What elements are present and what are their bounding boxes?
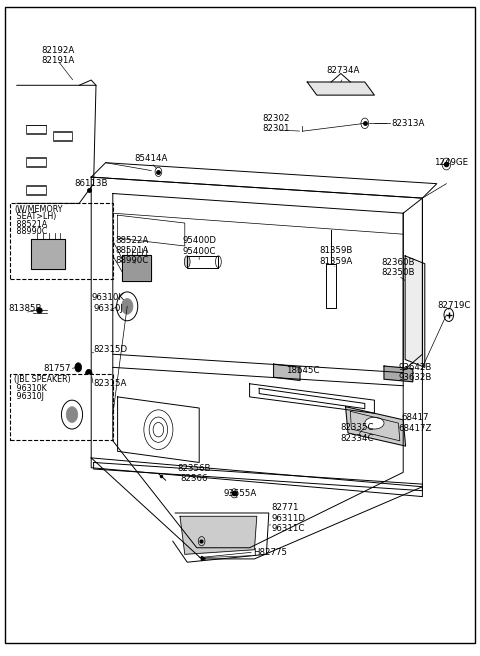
Polygon shape [384, 366, 413, 382]
Text: 96310K: 96310K [14, 384, 47, 393]
Bar [26, 125, 46, 133]
Polygon shape [274, 364, 300, 380]
Circle shape [65, 407, 77, 422]
Text: 88521A: 88521A [14, 220, 48, 229]
Bar [26, 158, 46, 166]
Bar [53, 132, 72, 140]
Circle shape [66, 407, 78, 422]
Text: 82719C: 82719C [437, 300, 470, 310]
Text: 68417
68417Z: 68417 68417Z [398, 413, 432, 433]
Polygon shape [180, 516, 257, 554]
Polygon shape [307, 82, 374, 95]
Circle shape [75, 363, 82, 372]
Text: (JBL SPEAKER): (JBL SPEAKER) [14, 375, 71, 384]
Text: 81359B
81359A: 81359B 81359A [319, 246, 353, 266]
Text: 96310J: 96310J [14, 392, 44, 401]
Text: 93555A: 93555A [223, 489, 257, 498]
Text: 93642B
93632B: 93642B 93632B [398, 363, 432, 382]
Polygon shape [122, 255, 151, 281]
Text: 82356B
82366: 82356B 82366 [178, 464, 211, 483]
Text: 96310K
96310J: 96310K 96310J [92, 293, 124, 313]
Text: 88990C: 88990C [14, 227, 48, 236]
Text: 82360B
82350B: 82360B 82350B [382, 258, 415, 277]
Text: 81757: 81757 [44, 364, 72, 373]
Text: SEAT>LH): SEAT>LH) [14, 212, 57, 221]
Text: 82335C
82334C: 82335C 82334C [341, 423, 374, 443]
Text: 1249GE: 1249GE [434, 158, 468, 167]
Text: 85414A: 85414A [134, 154, 168, 163]
Polygon shape [31, 239, 65, 269]
Ellipse shape [365, 417, 384, 429]
Polygon shape [405, 256, 425, 367]
Text: 82192A
82191A: 82192A 82191A [41, 46, 74, 66]
Bar [10, 374, 113, 440]
Text: 82302
82301: 82302 82301 [262, 113, 290, 133]
Bar [10, 203, 113, 279]
Text: 82734A: 82734A [326, 66, 360, 75]
Text: 95400D
95400C: 95400D 95400C [182, 236, 216, 256]
Text: 82313A: 82313A [391, 119, 425, 128]
Polygon shape [346, 407, 406, 446]
Text: (W/MEMORY: (W/MEMORY [14, 205, 63, 215]
Text: 81385B: 81385B [8, 304, 42, 313]
Ellipse shape [216, 256, 221, 268]
Text: 82771
96311D
96311C: 82771 96311D 96311C [271, 503, 305, 533]
Text: 18645C: 18645C [286, 366, 319, 375]
Ellipse shape [184, 256, 190, 268]
Circle shape [85, 369, 92, 379]
Circle shape [121, 298, 133, 314]
Text: 82315A: 82315A [94, 379, 127, 388]
Text: H82775: H82775 [253, 548, 288, 557]
Text: 88522A
88521A
88990C: 88522A 88521A 88990C [115, 236, 149, 266]
Text: 86113B: 86113B [74, 179, 108, 188]
Text: 82315D: 82315D [94, 345, 128, 354]
Bar [26, 186, 46, 194]
